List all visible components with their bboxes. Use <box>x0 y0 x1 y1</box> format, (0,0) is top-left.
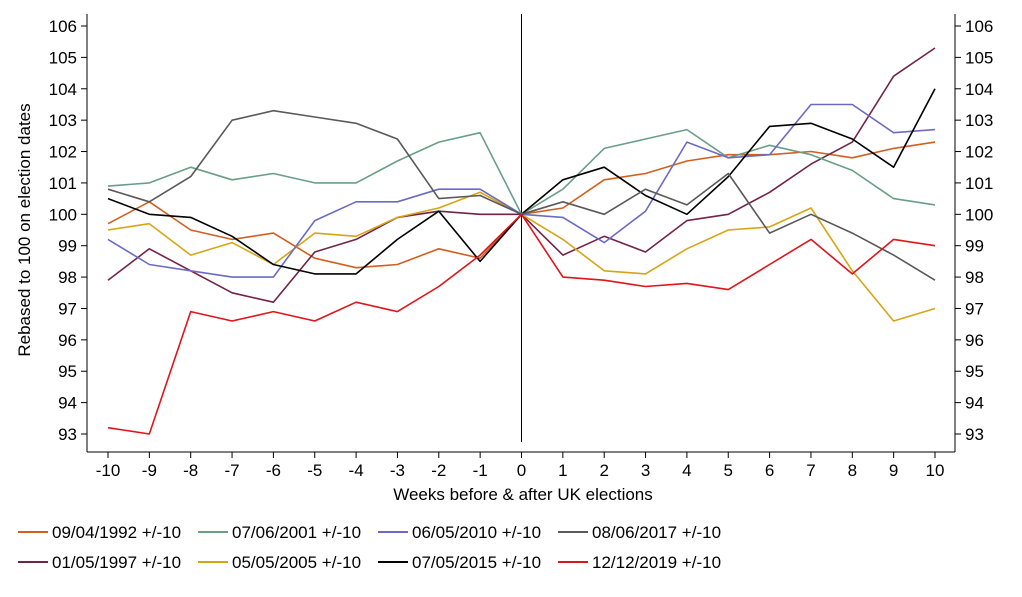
right-y-tick-label: 105 <box>965 48 993 67</box>
legend-label: 12/12/2019 +/-10 <box>592 553 721 572</box>
legend-item: 07/05/2015 +/-10 <box>378 553 541 572</box>
x-tick-label: 1 <box>558 461 567 480</box>
x-tick-label: 3 <box>641 461 650 480</box>
left-y-tick-label: 106 <box>49 17 77 36</box>
x-axis-title: Weeks before & after UK elections <box>393 485 653 504</box>
right-y-tick-label: 101 <box>965 174 993 193</box>
x-tick-label: -9 <box>142 461 157 480</box>
left-y-tick-label: 104 <box>49 80 77 99</box>
x-tick-label: 8 <box>848 461 857 480</box>
legend-item: 06/05/2010 +/-10 <box>378 523 541 542</box>
right-y-tick-label: 98 <box>965 268 984 287</box>
x-tick-label: 10 <box>926 461 945 480</box>
left-y-tick-label: 102 <box>49 143 77 162</box>
plot-frame <box>86 14 956 453</box>
x-tick-label: -2 <box>431 461 446 480</box>
legend-label: 09/04/1992 +/-10 <box>52 523 181 542</box>
legend-label: 08/06/2017 +/-10 <box>592 523 721 542</box>
x-tick-label: 4 <box>682 461 691 480</box>
right-y-tick-label: 104 <box>965 80 993 99</box>
left-y-tick-label: 99 <box>58 237 77 256</box>
legend-label: 01/05/1997 +/-10 <box>52 553 181 572</box>
x-tick-label: -4 <box>349 461 364 480</box>
y-axis-title: Rebased to 100 on election dates <box>15 103 34 356</box>
x-tick-label: 5 <box>724 461 733 480</box>
x-tick-label: 7 <box>806 461 815 480</box>
x-tick-label: 2 <box>599 461 608 480</box>
legend-item: 01/05/1997 +/-10 <box>18 553 181 572</box>
left-y-tick-label: 97 <box>58 299 77 318</box>
left-y-tick-label: 100 <box>49 205 77 224</box>
left-y-tick-label: 95 <box>58 362 77 381</box>
right-y-tick-label: 96 <box>965 331 984 350</box>
x-ticks: -10 -9 -8 -7 -6 -5 -4 -3 -2 -1 0 1 2 3 4 5 6 7 8 9 10 <box>96 452 945 480</box>
right-y-tick-label: 94 <box>965 394 984 413</box>
legend-item: 09/04/1992 +/-10 <box>18 523 181 542</box>
left-y-tick-label: 101 <box>49 174 77 193</box>
legend-item: 08/06/2017 +/-10 <box>558 523 721 542</box>
x-tick-label: -8 <box>183 461 198 480</box>
x-tick-label: -5 <box>307 461 322 480</box>
legend-label: 07/06/2001 +/-10 <box>232 523 361 542</box>
legend-item: 05/05/2005 +/-10 <box>198 553 361 572</box>
x-tick-label: -3 <box>390 461 405 480</box>
x-tick-label: -6 <box>266 461 281 480</box>
right-y-tick-label: 102 <box>965 143 993 162</box>
x-tick-label: -7 <box>224 461 239 480</box>
legend-label: 06/05/2010 +/-10 <box>412 523 541 542</box>
right-y-tick-label: 106 <box>965 17 993 36</box>
right-y-tick-label: 103 <box>965 111 993 130</box>
right-y-tick-label: 99 <box>965 237 984 256</box>
left-y-tick-label: 93 <box>58 425 77 444</box>
left-y-tick-label: 96 <box>58 331 77 350</box>
left-y-ticks: 93 94 95 96 97 98 99 100 101 102 103 104 105 106 <box>49 17 87 444</box>
series-line-12122019 <box>107 213 936 435</box>
left-y-tick-label: 94 <box>58 394 77 413</box>
x-tick-label: 9 <box>889 461 898 480</box>
x-tick-label: -1 <box>473 461 488 480</box>
series-lines <box>107 47 936 435</box>
right-y-tick-label: 95 <box>965 362 984 381</box>
x-tick-label: 6 <box>765 461 774 480</box>
legend-label: 07/05/2015 +/-10 <box>412 553 541 572</box>
left-y-tick-label: 105 <box>49 48 77 67</box>
right-y-tick-label: 93 <box>965 425 984 444</box>
legend-item: 07/06/2001 +/-10 <box>198 523 361 542</box>
right-y-tick-label: 97 <box>965 299 984 318</box>
legend-label: 05/05/2005 +/-10 <box>232 553 361 572</box>
x-tick-label: -10 <box>96 461 121 480</box>
right-y-ticks: 93 94 95 96 97 98 99 100 101 102 103 104 105 106 <box>955 17 993 444</box>
right-y-tick-label: 100 <box>965 205 993 224</box>
x-tick-label: 0 <box>517 461 526 480</box>
left-y-tick-label: 98 <box>58 268 77 287</box>
legend-item: 12/12/2019 +/-10 <box>558 553 721 572</box>
legend: 09/04/1992 +/-10 07/06/2001 +/-10 06/05/20… <box>18 523 721 572</box>
left-y-tick-label: 103 <box>49 111 77 130</box>
